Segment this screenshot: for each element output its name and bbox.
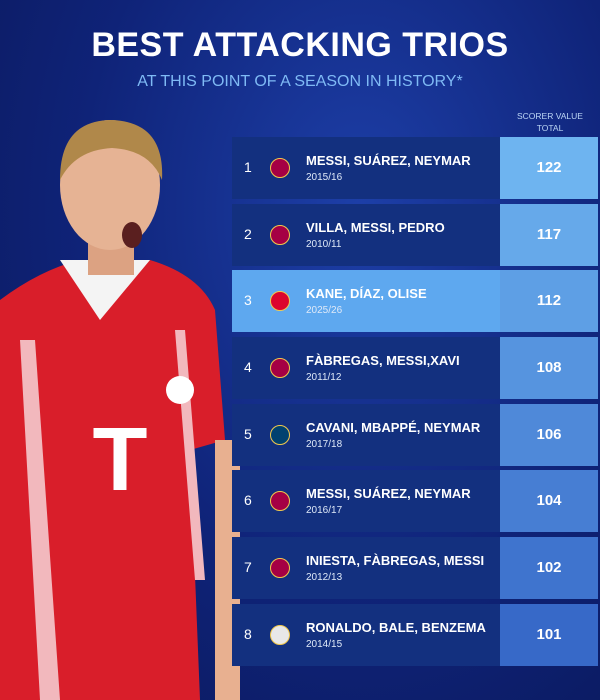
club-badge [270, 158, 290, 178]
value-cell: 112 [500, 270, 598, 333]
club-badge [270, 291, 290, 312]
club-badge [270, 224, 290, 245]
rank: 7 [244, 559, 252, 576]
column-label: SCORER VALUE TOTAL [517, 111, 583, 133]
trio-name: VILLA, MESSI, PEDRO [306, 219, 445, 235]
value-cell: 122 [500, 137, 598, 199]
player-illustration: T [0, 120, 240, 700]
rank: 8 [244, 625, 252, 642]
club-badge [270, 558, 290, 579]
club-badge [270, 424, 290, 445]
trio-name: CAVANI, MBAPPÉ, NEYMAR [306, 419, 481, 435]
value-cell: 102 [500, 537, 598, 600]
value-cell: 117 [500, 203, 598, 266]
table-row: 1 MESSI, SUÁREZ, NEYMAR 2015/16 122 [232, 137, 598, 199]
club-badge [270, 491, 290, 512]
trio-name: MESSI, SUÁREZ, NEYMAR [306, 486, 471, 502]
ranking-table: 1 MESSI, SUÁREZ, NEYMAR 2015/16 122 2 VILLA, … [232, 137, 598, 671]
value-cell: 104 [500, 470, 598, 533]
value-cell: 108 [500, 337, 598, 400]
trio-name: RONALDO, BALE, BENZEMA [306, 619, 486, 635]
season: 2016/17 [306, 505, 343, 517]
season: 2010/11 [306, 238, 342, 250]
rank: 4 [244, 359, 252, 376]
trio-name: FÀBREGAS, MESSI,XAVI [306, 353, 460, 369]
title: BEST ATTACKING TRIOS [91, 26, 509, 64]
season: 2015/16 [306, 172, 343, 183]
rank: 6 [244, 492, 252, 509]
subtitle: AT THIS POINT OF A SEASON IN HISTORY* [137, 73, 463, 90]
table-row: 6 MESSI, SUÁREZ, NEYMAR 2016/17 104 [232, 470, 598, 533]
rank: 5 [244, 425, 252, 442]
trio-name: INIESTA, FÀBREGAS, MESSI [306, 553, 485, 569]
rank: 3 [244, 292, 252, 309]
value-cell: 101 [500, 603, 598, 666]
season: 2012/13 [306, 572, 343, 584]
svg-text:T: T [93, 410, 148, 510]
table-row: 7 INIESTA, FÀBREGAS, MESSI 2012/13 102 [232, 537, 598, 600]
season: 2017/18 [306, 438, 343, 450]
table-row: 4 FÀBREGAS, MESSI,XAVI 2011/12 108 [232, 337, 598, 400]
season: 2014/15 [306, 638, 343, 650]
table-row: 3 KANE, DÍAZ, OLISE 2025/26 112 [232, 270, 598, 333]
table-row: 5 CAVANI, MBAPPÉ, NEYMAR 2017/18 106 [232, 403, 598, 466]
trio-name: MESSI, SUÁREZ, NEYMAR [306, 153, 471, 168]
rank: 1 [244, 159, 252, 175]
table-row: 8 RONALDO, BALE, BENZEMA 2014/15 101 [232, 603, 598, 666]
season: 2011/12 [306, 372, 342, 384]
value-cell: 106 [500, 403, 598, 466]
rank: 2 [244, 225, 252, 242]
club-badge [270, 358, 290, 379]
table-row: 2 VILLA, MESSI, PEDRO 2010/11 117 [232, 203, 598, 266]
club-badge [270, 624, 290, 645]
trio-name: KANE, DÍAZ, OLISE [306, 286, 427, 302]
season: 2025/26 [306, 305, 343, 317]
